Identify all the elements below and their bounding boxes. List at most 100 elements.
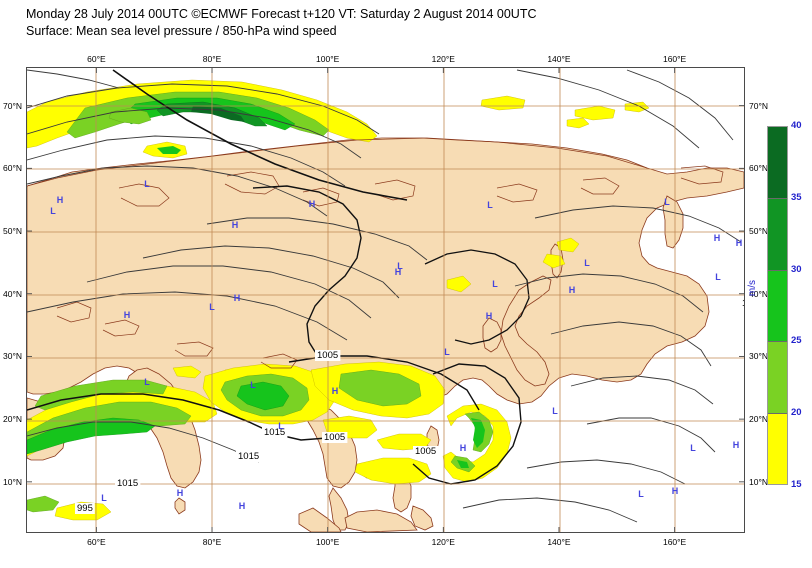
chart-title-block: Monday 28 July 2014 00UTC ©ECMWF Forecas…: [26, 6, 786, 40]
lat-tick-right-10: 10°N: [749, 476, 768, 487]
isobar-label: 1015: [236, 451, 262, 462]
wind-patch-china-n: [172, 365, 202, 379]
low-pressure-marker: L: [144, 377, 150, 387]
lat-tick-left-20: 20°N: [3, 414, 22, 425]
colorbar-band-15-20: [768, 412, 787, 484]
wind-band-seasia-20: [338, 369, 422, 407]
wind-band-bengal-25: [236, 381, 290, 411]
colorbar-band-25-30: [768, 269, 787, 342]
lon-tick-top-60: 60°E: [87, 54, 106, 64]
lon-tick-top-100: 100°E: [316, 54, 340, 64]
japan-landmass: [500, 275, 552, 387]
wind-patch-ne2: [624, 101, 650, 113]
isobar-label: 1015: [115, 478, 141, 489]
svg-text:1005: 1005: [324, 432, 345, 443]
wind-patch-sakhalin: [556, 237, 580, 253]
svg-text:1005: 1005: [317, 350, 338, 361]
wind-patch-okhotsk: [542, 253, 566, 269]
low-pressure-marker: L: [209, 302, 215, 312]
wind-band-arabia-25: [27, 417, 156, 455]
lon-tick-bottom-140: 140°E: [547, 537, 571, 547]
wind-band-luzon: [354, 457, 432, 485]
lat-tick-right-20: 20°N: [749, 414, 768, 425]
low-pressure-marker: L: [492, 279, 498, 289]
svg-text:1015: 1015: [264, 427, 285, 438]
high-pressure-marker: H: [124, 310, 131, 320]
low-pressure-marker: L: [552, 406, 558, 416]
srilanka-landmass: [174, 497, 186, 515]
lat-tick-right-40: 40°N: [749, 288, 768, 299]
lat-tick-left-50: 50°N: [3, 226, 22, 237]
high-pressure-marker: H: [486, 311, 493, 321]
wind-patch-japan-n: [446, 275, 472, 293]
low-pressure-marker: L: [638, 489, 644, 499]
landmass-layer: [27, 137, 744, 532]
svg-text:1015: 1015: [117, 478, 138, 489]
lon-tick-top-120: 120°E: [431, 54, 455, 64]
lon-tick-top-80: 80°E: [202, 54, 222, 64]
map-graphic: 9951005101510151005101510051015101510151…: [27, 68, 744, 532]
lat-tick-right-70: 70°N: [749, 100, 768, 111]
colorbar-band-35-40: [768, 127, 787, 199]
colorbar-band-30-35: [768, 198, 787, 270]
lat-tick-left-70: 70°N: [3, 100, 22, 111]
lat-tick-left-30: 30°N: [3, 351, 22, 362]
lat-tick-left-60: 60°N: [3, 163, 22, 174]
lon-tick-bottom-120: 120°E: [431, 537, 455, 547]
wind-patch-arctic: [566, 117, 590, 129]
svg-text:1005: 1005: [415, 446, 436, 457]
coastline-detail-layer: [27, 137, 724, 369]
lon-tick-bottom-100: 100°E: [316, 537, 340, 547]
windspeed-colorbar[interactable]: [767, 126, 788, 485]
colorbar-band-20-25: [768, 341, 787, 413]
lat-tick-right-60: 60°N: [749, 163, 768, 174]
colorbar-tick-15: 15: [791, 479, 802, 490]
lon-tick-bottom-60: 60°E: [87, 537, 106, 547]
kamchatka-landmass: [662, 195, 684, 249]
low-pressure-marker: L: [444, 347, 450, 357]
lat-tick-right-30: 30°N: [749, 351, 768, 362]
frame-ticks: [27, 68, 744, 532]
wind-band-arabia-20b: [34, 379, 168, 411]
graticule-layer: [27, 68, 744, 532]
high-pressure-marker: H: [736, 238, 743, 248]
lon-tick-top-160: 160°E: [662, 54, 687, 64]
isobar-label: 995: [75, 503, 95, 514]
lat-tick-left-10: 10°N: [3, 476, 22, 487]
high-pressure-marker: H: [569, 285, 576, 295]
low-pressure-marker: L: [487, 200, 493, 210]
low-pressure-marker: L: [584, 258, 590, 268]
low-pressure-marker: L: [250, 380, 256, 390]
lon-tick-bottom-160: 160°E: [662, 537, 687, 547]
high-pressure-marker: H: [672, 486, 679, 496]
wind-patch-nw2-25: [157, 146, 181, 154]
isobar-label: 1005: [315, 350, 341, 361]
borneo-landmass: [344, 509, 418, 532]
high-pressure-marker: H: [239, 501, 246, 511]
lon-tick-top-140: 140°E: [547, 54, 571, 64]
korea-landmass: [482, 317, 502, 353]
high-pressure-marker: H: [733, 440, 740, 450]
high-pressure-marker: H: [309, 199, 316, 209]
low-pressure-marker: L: [50, 206, 56, 216]
low-pressure-marker: L: [101, 493, 107, 503]
svg-text:995: 995: [77, 503, 93, 514]
isobar-value-labels: 9951005101510151005101510051015101510151…: [75, 298, 744, 514]
isobar-label: 1015: [740, 298, 744, 309]
high-pressure-marker: H: [332, 386, 339, 396]
wind-ring-cyclone-25b: [457, 460, 469, 468]
sumatra-landmass: [298, 507, 342, 532]
high-pressure-marker: H: [232, 220, 239, 230]
map-canvas[interactable]: 9951005101510151005101510051015101510151…: [26, 67, 745, 533]
svg-text:1015: 1015: [742, 298, 744, 309]
low-pressure-marker: L: [690, 443, 696, 453]
philippines-south: [410, 505, 434, 531]
colorbar-tick-40: 40: [791, 120, 802, 131]
low-pressure-marker: L: [715, 272, 721, 282]
colorbar-tick-25: 25: [791, 335, 802, 347]
isobar-label: 1005: [322, 432, 348, 443]
svg-text:1015: 1015: [238, 451, 259, 462]
lat-tick-left-40: 40°N: [3, 288, 22, 299]
high-pressure-marker: H: [177, 488, 184, 498]
